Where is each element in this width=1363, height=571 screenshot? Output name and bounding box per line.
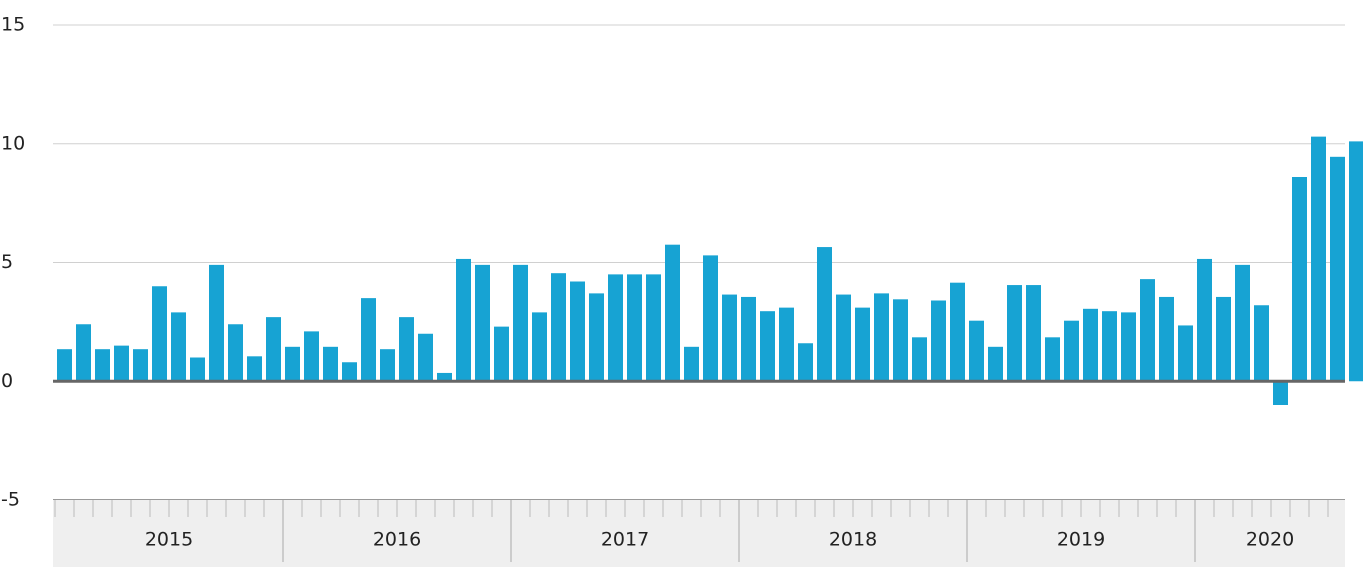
y-tick-label: -5 bbox=[1, 489, 20, 511]
bar bbox=[1349, 141, 1363, 382]
bar bbox=[361, 298, 376, 382]
bar bbox=[570, 281, 585, 382]
x-year-label: 2020 bbox=[1246, 529, 1294, 551]
bar bbox=[988, 346, 1003, 382]
bar bbox=[437, 372, 452, 382]
bar bbox=[1311, 136, 1326, 382]
bar bbox=[1007, 285, 1022, 382]
bar bbox=[1216, 296, 1231, 382]
bar bbox=[684, 346, 699, 382]
x-year-label: 2018 bbox=[829, 529, 877, 551]
bar bbox=[1178, 325, 1193, 382]
bar bbox=[1159, 296, 1174, 382]
bar bbox=[95, 349, 110, 382]
bar bbox=[513, 264, 528, 382]
bar bbox=[779, 307, 794, 382]
bar bbox=[665, 244, 680, 382]
bar bbox=[76, 324, 91, 382]
bar bbox=[1102, 311, 1117, 382]
bar bbox=[171, 312, 186, 382]
bar bbox=[1292, 177, 1307, 382]
bar bbox=[57, 349, 72, 382]
bar bbox=[247, 356, 262, 382]
bar bbox=[418, 333, 433, 382]
bar bbox=[190, 357, 205, 382]
bar bbox=[1330, 156, 1345, 382]
bar bbox=[912, 337, 927, 382]
bar bbox=[209, 264, 224, 382]
y-tick-label: 15 bbox=[1, 14, 25, 36]
bar bbox=[1064, 320, 1079, 382]
bar bbox=[741, 296, 756, 382]
bar bbox=[893, 299, 908, 382]
bar bbox=[380, 349, 395, 382]
bar bbox=[304, 331, 319, 382]
bar bbox=[1140, 279, 1155, 382]
bar bbox=[589, 293, 604, 382]
y-tick-label: 0 bbox=[1, 370, 13, 392]
bar bbox=[722, 294, 737, 382]
bar bbox=[1273, 381, 1288, 405]
bar bbox=[855, 307, 870, 382]
bar bbox=[798, 343, 813, 382]
bar bbox=[228, 324, 243, 382]
x-year-label: 2019 bbox=[1057, 529, 1105, 551]
bar bbox=[1121, 312, 1136, 382]
bar bbox=[152, 286, 167, 382]
bar bbox=[494, 326, 509, 382]
bar bbox=[133, 349, 148, 382]
bar bbox=[1197, 258, 1212, 382]
x-year-label: 2016 bbox=[373, 529, 421, 551]
y-tick-label: 10 bbox=[1, 132, 25, 154]
bar bbox=[399, 317, 414, 382]
bar bbox=[608, 274, 623, 382]
bar bbox=[323, 346, 338, 382]
bar bbox=[1235, 264, 1250, 382]
bar bbox=[817, 247, 832, 382]
bar bbox=[456, 258, 471, 382]
bar bbox=[1083, 308, 1098, 382]
bar bbox=[646, 274, 661, 382]
bar bbox=[1254, 305, 1269, 382]
bar bbox=[266, 317, 281, 382]
bar bbox=[931, 300, 946, 382]
bar bbox=[627, 274, 642, 382]
bar bbox=[1045, 337, 1060, 382]
y-tick-label: 5 bbox=[1, 251, 13, 273]
bar bbox=[836, 294, 851, 382]
bar bbox=[285, 346, 300, 382]
bar bbox=[532, 312, 547, 382]
x-axis-band bbox=[53, 500, 1345, 567]
bar bbox=[475, 264, 490, 382]
bar bbox=[703, 255, 718, 382]
bar bbox=[969, 320, 984, 382]
bar bbox=[950, 282, 965, 382]
bar bbox=[551, 273, 566, 382]
x-year-label: 2015 bbox=[145, 529, 193, 551]
bar bbox=[114, 345, 129, 382]
bar bbox=[760, 311, 775, 382]
bar bbox=[342, 362, 357, 382]
bar bbox=[1026, 285, 1041, 382]
x-year-label: 2017 bbox=[601, 529, 649, 551]
bar bbox=[874, 293, 889, 382]
